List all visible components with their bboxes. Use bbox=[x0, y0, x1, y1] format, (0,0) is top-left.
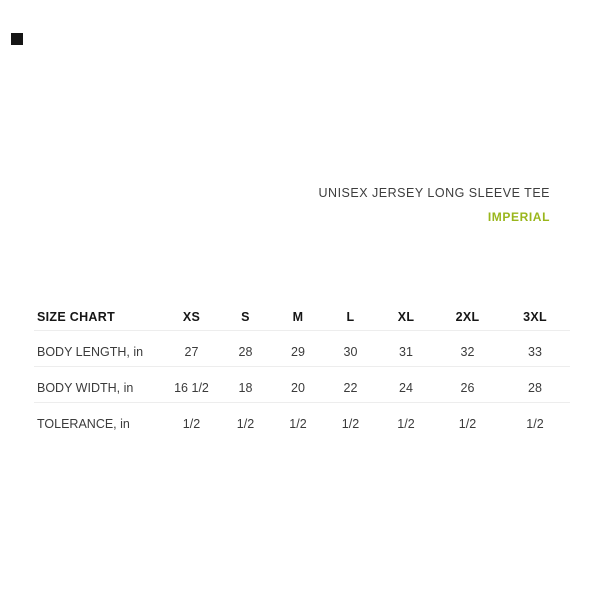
table-header-xl: XL bbox=[377, 300, 435, 331]
table-row-tolerance: TOLERANCE, in 1/2 1/2 1/2 1/2 1/2 1/2 1/… bbox=[34, 402, 570, 438]
table-cell: 33 bbox=[500, 330, 570, 367]
table-row-body-width: BODY WIDTH, in 16 1/2 18 20 22 24 26 28 bbox=[34, 366, 570, 403]
table-header-xs: XS bbox=[164, 300, 219, 331]
table-cell: 1/2 bbox=[458, 416, 477, 431]
table-cell: 29 bbox=[272, 330, 324, 367]
table-cell: 1/2 bbox=[341, 416, 360, 431]
table-cell: 30 bbox=[324, 330, 377, 367]
table-header-row: SIZE CHART XS S M L XL 2XL 3XL bbox=[34, 300, 570, 331]
row-label: TOLERANCE, in bbox=[37, 416, 130, 431]
table-header-3xl: 3XL bbox=[500, 300, 570, 331]
product-title: UNISEX JERSEY LONG SLEEVE TEE bbox=[318, 186, 550, 200]
row-label: BODY WIDTH, in bbox=[34, 366, 164, 403]
units-toggle-imperial[interactable]: IMPERIAL bbox=[487, 210, 550, 224]
table-header-2xl: 2XL bbox=[435, 300, 500, 331]
table-header-s: S bbox=[219, 300, 272, 331]
table-header-l: L bbox=[324, 300, 377, 331]
table-cell: 1/2 bbox=[236, 416, 255, 431]
row-label: BODY LENGTH, in bbox=[34, 330, 164, 367]
table-cell: 31 bbox=[377, 330, 435, 367]
table-header-m: M bbox=[272, 300, 324, 331]
table-cell: 24 bbox=[377, 366, 435, 403]
table-cell: 27 bbox=[164, 330, 219, 367]
table-cell: 16 1/2 bbox=[164, 366, 219, 403]
table-row-body-length: BODY LENGTH, in 27 28 29 30 31 32 33 bbox=[34, 330, 570, 367]
table-cell: 1/2 bbox=[526, 416, 544, 431]
table-cell: 1/2 bbox=[397, 416, 415, 431]
table-cell: 1/2 bbox=[182, 416, 201, 431]
corner-marker bbox=[11, 33, 23, 45]
table-cell: 32 bbox=[435, 330, 500, 367]
table-cell: 28 bbox=[500, 366, 570, 403]
size-chart-table: SIZE CHART XS S M L XL 2XL 3XL BODY LENG… bbox=[34, 300, 570, 438]
table-cell: 28 bbox=[219, 330, 272, 367]
table-cell: 22 bbox=[324, 366, 377, 403]
table-cell: 26 bbox=[435, 366, 500, 403]
table-cell: 18 bbox=[219, 366, 272, 403]
table-header-size-chart: SIZE CHART bbox=[34, 300, 164, 331]
table-cell: 20 bbox=[272, 366, 324, 403]
table-cell: 1/2 bbox=[289, 416, 307, 431]
